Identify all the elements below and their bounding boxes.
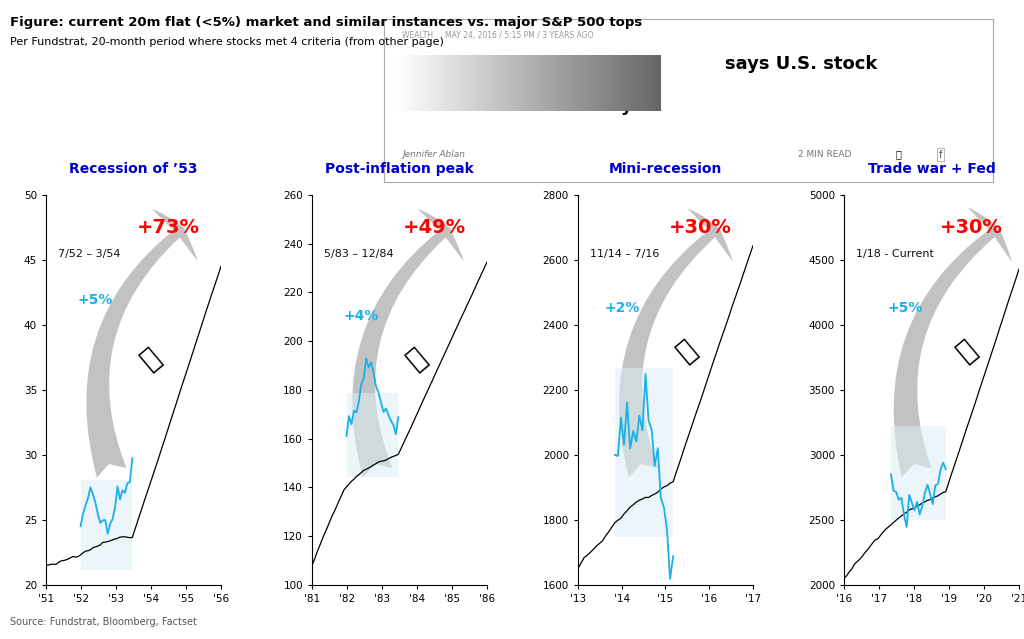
Text: f: f (938, 150, 942, 160)
Title: Mini-recession: Mini-recession (608, 162, 722, 176)
Title: Recession of ’53: Recession of ’53 (70, 162, 198, 176)
Text: 🐦: 🐦 (896, 150, 902, 160)
Text: Per Fundstrat, 20-month period where stocks met 4 criteria (from other page): Per Fundstrat, 20-month period where sto… (10, 37, 444, 47)
Bar (81, 480, 132, 570)
Text: 🚀: 🚀 (401, 343, 432, 374)
Title: Post-inflation peak: Post-inflation peak (326, 162, 474, 176)
Text: +5%: +5% (78, 293, 113, 307)
Text: +2%: +2% (604, 301, 640, 315)
Bar (891, 426, 946, 520)
Text: market is 'dead money': market is 'dead money' (402, 97, 639, 116)
Text: 11/14 – 7/16: 11/14 – 7/16 (590, 249, 659, 259)
Text: +73%: +73% (137, 219, 200, 237)
Text: Source: Fundstrat, Bloomberg, Factset: Source: Fundstrat, Bloomberg, Factset (10, 617, 197, 627)
Bar (346, 392, 398, 477)
Bar (614, 368, 673, 537)
Text: +30%: +30% (669, 219, 732, 237)
Text: +49%: +49% (403, 219, 466, 237)
Text: Jennifer Ablan: Jennifer Ablan (402, 150, 465, 158)
Text: +30%: +30% (940, 219, 1004, 237)
Text: says U.S. stock: says U.S. stock (725, 55, 878, 73)
Text: 1/18 - Current: 1/18 - Current (856, 249, 934, 259)
Text: 🚀: 🚀 (136, 343, 167, 374)
Text: 7/52 – 3/54: 7/52 – 3/54 (58, 249, 121, 259)
Text: WEALTH     MAY 24, 2016 / 5:15 PM / 3 YEARS AGO: WEALTH MAY 24, 2016 / 5:15 PM / 3 YEARS … (402, 31, 594, 40)
Text: +4%: +4% (343, 309, 379, 323)
Text: 2 MIN READ: 2 MIN READ (799, 150, 852, 158)
Text: 🚀: 🚀 (951, 335, 982, 367)
Title: Trade war + Fed: Trade war + Fed (867, 162, 995, 176)
Text: 5/83 – 12/84: 5/83 – 12/84 (325, 249, 394, 259)
Text: Figure: current 20m flat (<5%) market and similar instances vs. major S&P 500 to: Figure: current 20m flat (<5%) market an… (10, 16, 642, 29)
Text: 🚀: 🚀 (671, 335, 701, 367)
Text: +5%: +5% (888, 301, 923, 315)
